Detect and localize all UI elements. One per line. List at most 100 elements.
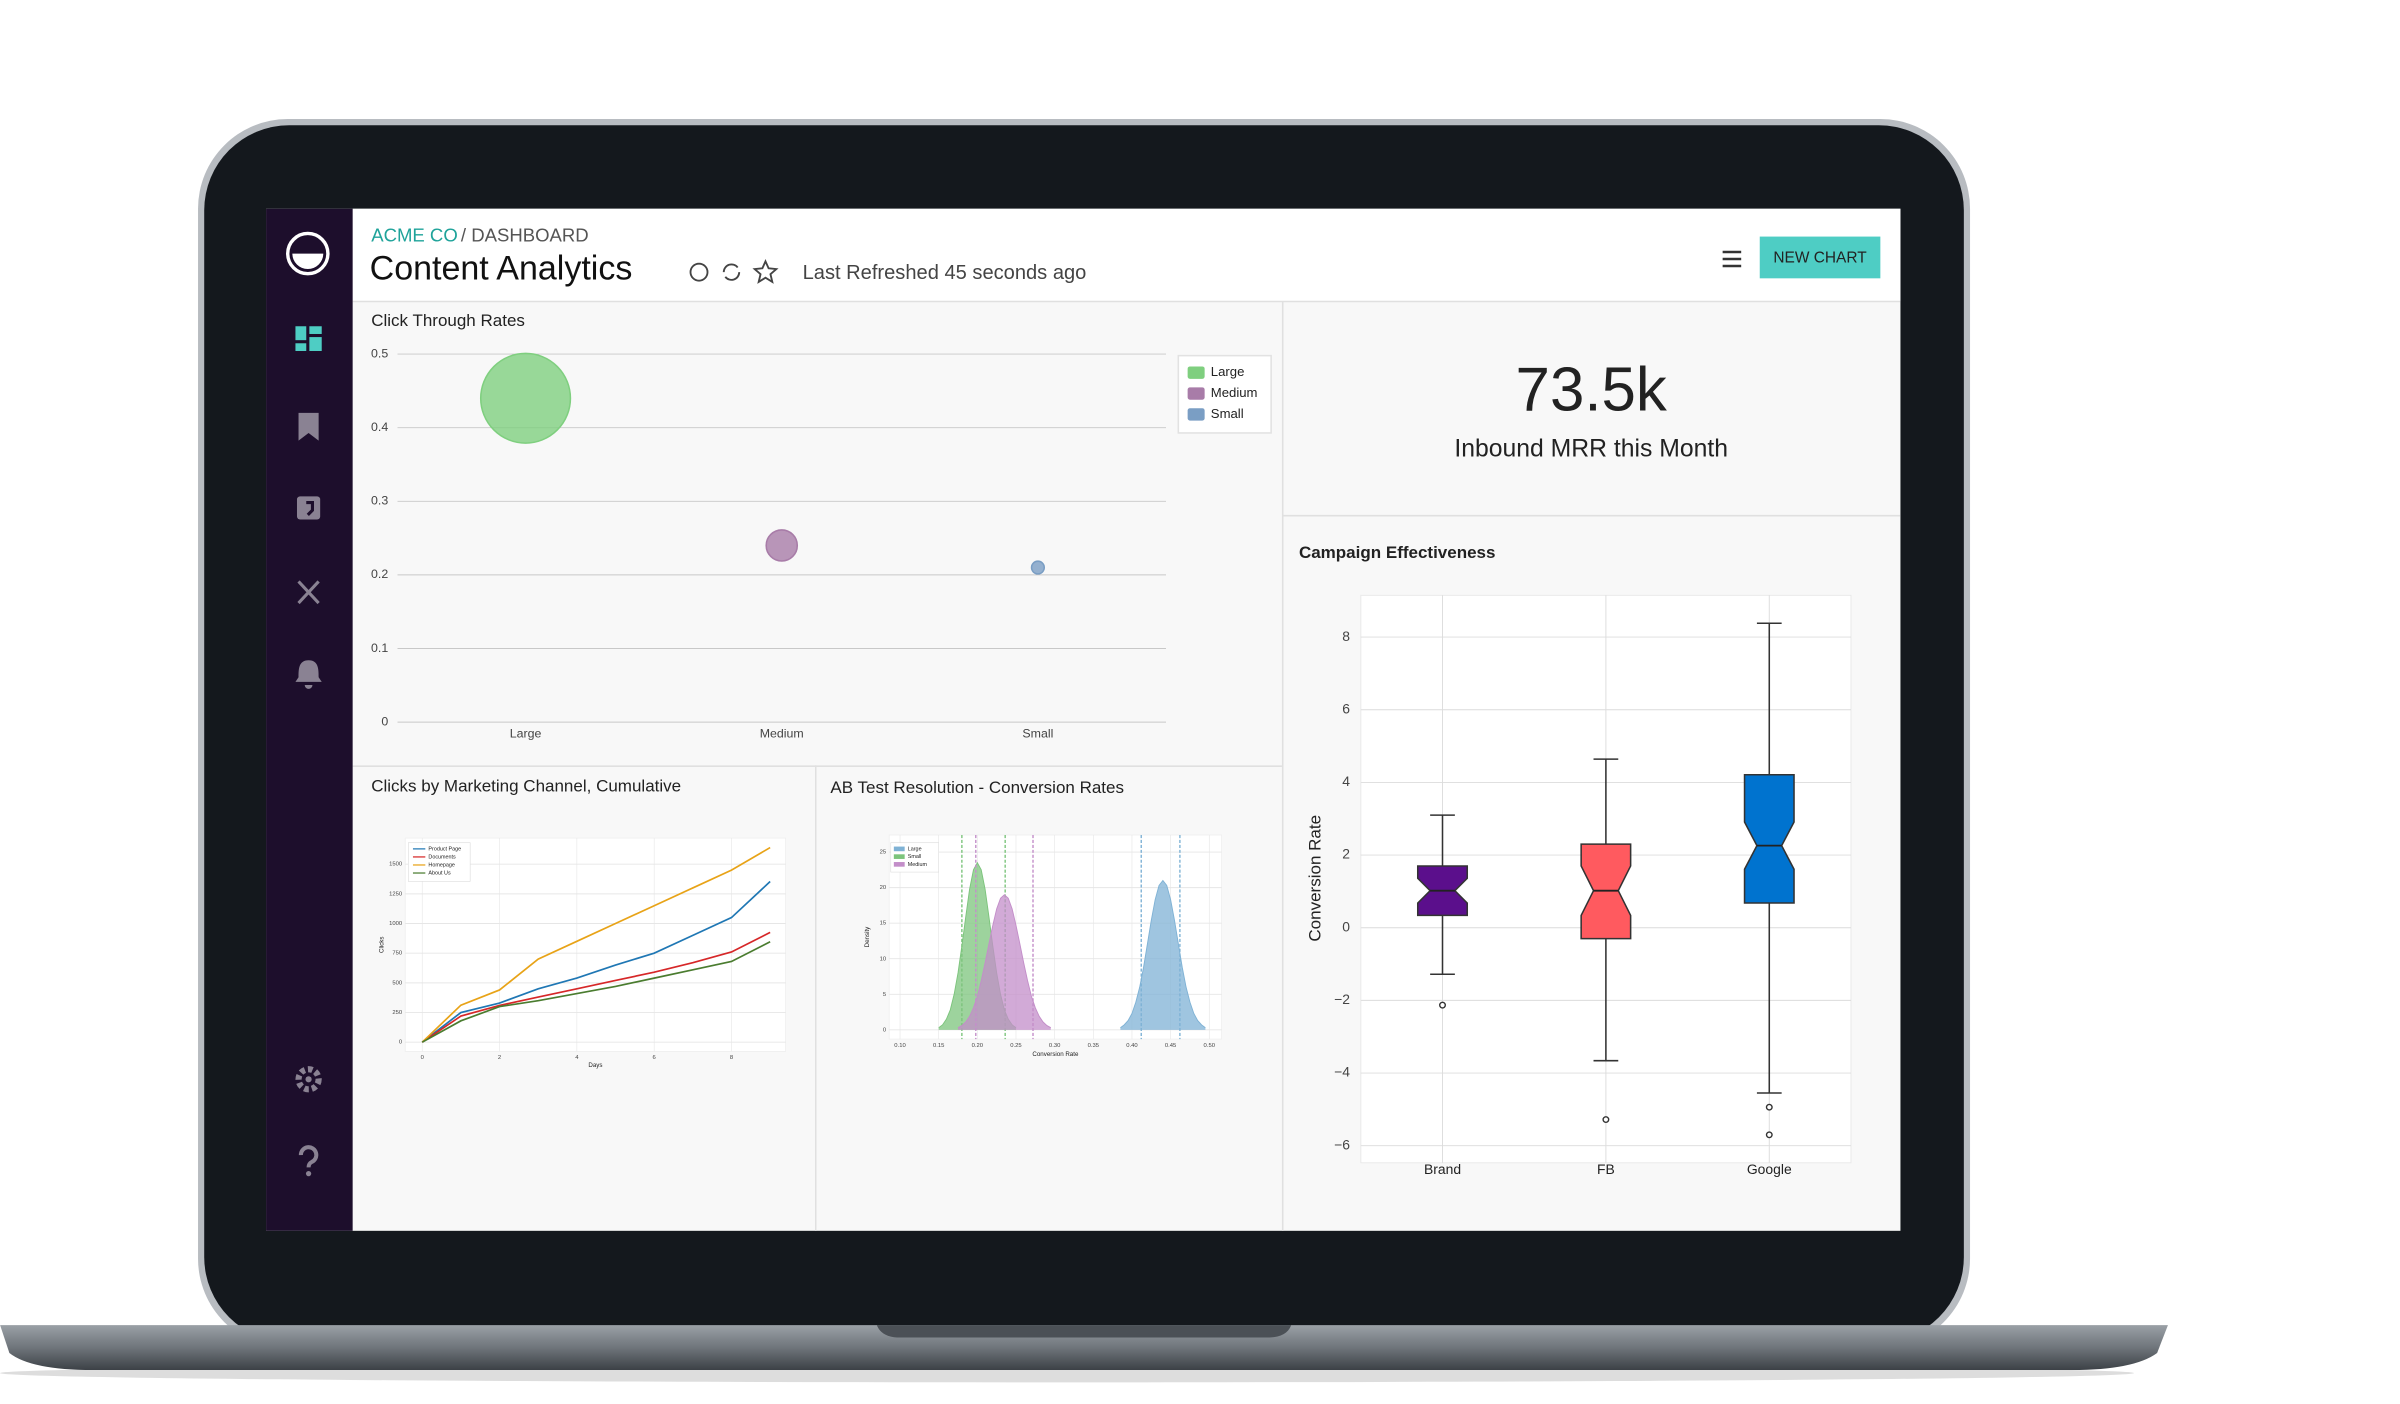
- y-tick-label: 0: [399, 1040, 403, 1046]
- x-tick-label: Brand: [1424, 1161, 1461, 1177]
- y-tick-label: 5: [883, 992, 887, 998]
- y-tick-label: 2: [1342, 846, 1350, 862]
- alerts-icon[interactable]: [295, 660, 322, 689]
- x-tick-label: 0.10: [894, 1043, 906, 1049]
- y-axis-label: Density: [864, 926, 871, 947]
- page-title: Content Analytics: [370, 250, 633, 288]
- y-tick-label: 0.3: [371, 494, 388, 508]
- legend-swatch: [893, 846, 905, 852]
- density-area-fill: [958, 894, 1051, 1030]
- y-tick-label: 6: [1342, 700, 1350, 716]
- y-tick-label: 20: [880, 885, 887, 891]
- x-axis-label: Conversion Rate: [1032, 1051, 1079, 1058]
- y-tick-label: 0.1: [371, 641, 388, 655]
- legend-swatch: [1187, 408, 1205, 421]
- chart-title: Clicks by Marketing Channel, Cumulative: [371, 777, 681, 796]
- chart-title: Campaign Effectiveness: [1299, 543, 1496, 562]
- flier: [1765, 1131, 1773, 1139]
- x-tick-label: 0.40: [1126, 1043, 1138, 1049]
- chart-title: AB Test Resolution - Conversion Rates: [830, 778, 1124, 797]
- y-tick-label: 1000: [389, 921, 403, 927]
- legend-label: Small: [908, 854, 922, 860]
- bookmark-icon[interactable]: [298, 412, 319, 441]
- x-tick-label: 0.45: [1165, 1043, 1177, 1049]
- x-tick-label: 0: [421, 1055, 425, 1061]
- dashboards-icon[interactable]: [295, 326, 322, 351]
- x-tick-label: 0.50: [1204, 1043, 1216, 1049]
- y-tick-label: 750: [392, 951, 403, 957]
- x-tick-label: Small: [1022, 727, 1053, 741]
- last-refreshed: Last Refreshed 45 seconds ago: [803, 262, 1087, 284]
- line-series: [421, 846, 771, 1043]
- refresh-icon[interactable]: [722, 263, 741, 281]
- y-tick-label: 25: [880, 850, 887, 856]
- x-tick-label: 0.30: [1049, 1043, 1061, 1049]
- y-tick-label: 15: [880, 921, 887, 927]
- x-tick-label: FB: [1597, 1161, 1615, 1177]
- breadcrumb-org[interactable]: ACME CO: [371, 224, 458, 245]
- notes-icon[interactable]: [296, 496, 321, 520]
- y-tick-label: 10: [880, 956, 887, 962]
- bubble: [479, 352, 572, 444]
- settings-icon[interactable]: [295, 1066, 322, 1093]
- x-tick-label: 0.35: [1088, 1043, 1100, 1049]
- y-axis-label: Conversion Rate: [1305, 815, 1324, 942]
- y-tick-label: 0: [883, 1027, 887, 1033]
- x-tick-label: Large: [510, 727, 542, 741]
- legend-label: Medium: [1211, 385, 1258, 400]
- y-tick-label: 0.5: [371, 346, 388, 360]
- x-tick-label: 2: [498, 1055, 501, 1061]
- y-tick-label: 500: [392, 980, 403, 986]
- y-tick-label: 250: [392, 1010, 403, 1016]
- y-axis-label: Clicks: [379, 937, 386, 953]
- x-tick-label: 6: [653, 1055, 656, 1061]
- y-tick-label: 0.2: [371, 567, 388, 581]
- legend-swatch: [893, 854, 905, 859]
- y-tick-label: 4: [1342, 773, 1350, 789]
- legend-label: Small: [1211, 406, 1244, 421]
- density-line: [957, 894, 1052, 1029]
- bubble: [765, 529, 799, 562]
- info-icon[interactable]: [689, 262, 709, 282]
- density-line: [1120, 879, 1206, 1029]
- legend-label: Product Page: [428, 846, 461, 852]
- legend-label: Large: [908, 846, 922, 852]
- scissors-icon[interactable]: [297, 580, 320, 605]
- help-icon[interactable]: [298, 1145, 319, 1177]
- x-tick-label: 0.25: [1010, 1043, 1022, 1049]
- legend-swatch: [1187, 387, 1205, 400]
- density-area-fill: [1120, 880, 1206, 1030]
- logo: [286, 231, 330, 276]
- sidebar: [266, 208, 353, 1231]
- x-tick-label: 0.15: [933, 1043, 945, 1049]
- title-actions: [689, 259, 779, 284]
- legend-swatch: [1187, 366, 1205, 379]
- flier: [1602, 1116, 1610, 1124]
- line-series: [421, 931, 771, 1043]
- kpi-value: 73.5k: [1516, 356, 1668, 425]
- flier: [1439, 1001, 1446, 1009]
- new-chart-label[interactable]: NEW CHART: [1773, 249, 1867, 266]
- y-tick-label: −4: [1334, 1064, 1350, 1080]
- x-tick-label: 0.20: [972, 1043, 984, 1049]
- x-axis-label: Days: [588, 1062, 602, 1069]
- breadcrumb-section[interactable]: / DASHBOARD: [461, 224, 589, 245]
- y-tick-label: 0: [381, 714, 388, 728]
- bubble: [1030, 560, 1046, 575]
- legend-label: Documents: [428, 854, 456, 860]
- star-icon[interactable]: [752, 259, 779, 284]
- chart-title: Click Through Rates: [371, 311, 525, 330]
- y-tick-label: 0.4: [371, 420, 388, 434]
- new-chart-button[interactable]: [1759, 236, 1881, 279]
- notched-box: [1743, 774, 1795, 904]
- line-series: [421, 880, 771, 1043]
- panel-borders: [352, 300, 1901, 1231]
- flier: [1765, 1103, 1773, 1111]
- legend-label: Medium: [908, 862, 928, 868]
- menu-icon[interactable]: [1722, 250, 1742, 268]
- y-tick-label: 0: [1342, 918, 1350, 934]
- y-tick-label: 8: [1342, 628, 1350, 644]
- kpi-label: Inbound MRR this Month: [1454, 435, 1728, 462]
